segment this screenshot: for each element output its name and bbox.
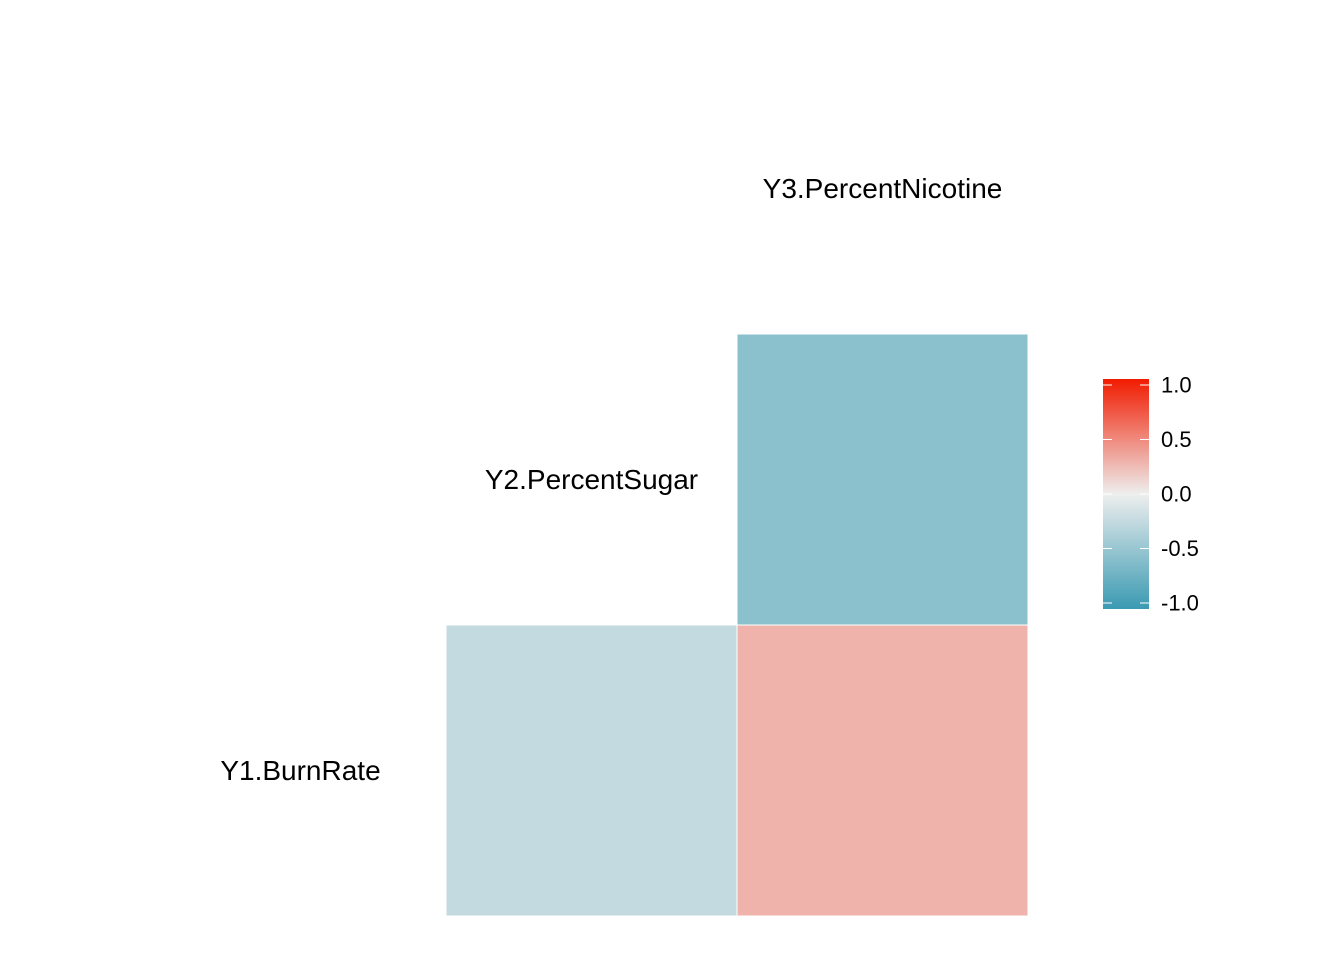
variable-label-y1-burnrate: Y1.BurnRate: [220, 755, 380, 786]
legend-tick-label: 0.5: [1161, 427, 1192, 452]
legend-tick-label: 1.0: [1161, 373, 1192, 398]
color-legend: 1.0 0.5 0.0 -0.5 -1.0: [1103, 373, 1199, 616]
heatmap-cells: [445, 333, 1029, 917]
heatmap-cell-y1-burnrate-y3-percentnicotine: [736, 624, 1029, 917]
heatmap-cell-y1-burnrate-y2-percentsugar: [445, 624, 738, 917]
legend-tick-label: -1.0: [1161, 591, 1199, 616]
legend-tick-label: -0.5: [1161, 536, 1199, 561]
variable-label-y2-percentsugar: Y2.PercentSugar: [485, 464, 698, 495]
heatmap-cell-y2-percentsugar-y3-percentnicotine: [736, 333, 1029, 626]
legend-tick-label: 0.0: [1161, 482, 1192, 507]
variable-labels: Y1.BurnRate Y2.PercentSugar Y3.PercentNico…: [220, 173, 1002, 786]
variable-label-y3-percentnicotine: Y3.PercentNicotine: [763, 173, 1003, 204]
